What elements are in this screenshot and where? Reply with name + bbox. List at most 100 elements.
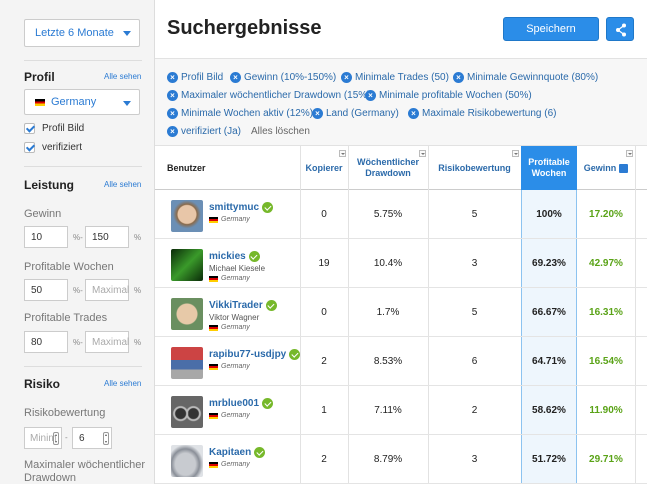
- column-header-label: Drawdown: [365, 168, 411, 178]
- copiers-cell: 0: [321, 209, 327, 220]
- table-row[interactable]: mrblue001 Germany 1 7.11% 2 58.62% 11.90%: [155, 386, 647, 435]
- filter-chip[interactable]: × Land (Germany): [312, 108, 399, 119]
- remove-filter-icon[interactable]: ×: [341, 72, 352, 83]
- remove-filter-icon[interactable]: ×: [365, 90, 376, 101]
- gain-max-input[interactable]: 150: [85, 226, 129, 248]
- avatar[interactable]: [171, 298, 203, 330]
- username-link[interactable]: mrblue001: [209, 398, 274, 409]
- remove-filter-icon[interactable]: ×: [453, 72, 464, 83]
- verified-badge-icon: [254, 447, 266, 458]
- username-link[interactable]: rapibu77-usdjpy: [209, 349, 301, 360]
- avatar[interactable]: [171, 445, 203, 477]
- gain-label: Gewinn: [24, 208, 62, 220]
- verified-badge-icon: [265, 300, 277, 311]
- divider: [24, 60, 142, 61]
- username-link[interactable]: VikkiTrader: [209, 300, 277, 311]
- filter-chip[interactable]: × Profil Bild: [167, 72, 223, 83]
- column-header-gain[interactable]: Gewinn: [577, 146, 635, 190]
- share-button[interactable]: [606, 17, 634, 41]
- risk-see-all-link[interactable]: Alle sehen: [104, 379, 142, 388]
- drawdown-cell: 10.4%: [373, 258, 403, 269]
- username: smittymuc: [209, 202, 260, 213]
- gain-cell: 11.90%: [589, 405, 623, 416]
- chevron-down-icon: [123, 101, 131, 106]
- filter-chip-label: Minimale profitable Wochen (50%): [379, 90, 532, 101]
- drawdown-cell: 7.11%: [374, 405, 402, 416]
- country-select[interactable]: Germany: [24, 89, 140, 115]
- performance-section-title: Leistung: [24, 178, 74, 192]
- filter-chip[interactable]: × Maximale Risikobewertung (6): [408, 108, 557, 119]
- trades-min-input[interactable]: 80: [24, 331, 68, 353]
- remove-filter-icon[interactable]: ×: [167, 72, 178, 83]
- filter-chip[interactable]: × Maximaler wöchentlicher Drawdown (15%): [167, 90, 371, 101]
- save-button[interactable]: Speichern: [503, 17, 599, 41]
- table-row[interactable]: rapibu77-usdjpy Germany 2 8.53% 6 64.71% 16.54…: [155, 337, 647, 386]
- drawdown-cell: 8.79%: [373, 454, 403, 465]
- filter-chip[interactable]: × Gewinn (10%-150%): [230, 72, 336, 83]
- profile-see-all-link[interactable]: Alle sehen: [104, 72, 142, 81]
- period-select[interactable]: Letzte 6 Monate: [24, 19, 140, 47]
- column-header-copiers[interactable]: Kopierer: [300, 146, 348, 190]
- weeks-min-input[interactable]: 50: [24, 279, 68, 301]
- avatar[interactable]: [171, 249, 203, 281]
- column-header-risk[interactable]: Risikobewertung: [428, 146, 521, 190]
- column-header-profitable-weeks[interactable]: Profitable Wochen: [521, 146, 577, 190]
- sort-dropdown-icon[interactable]: [512, 150, 519, 157]
- risk-min-stepper[interactable]: Minim: [24, 427, 62, 449]
- sort-dropdown-icon[interactable]: [339, 150, 346, 157]
- filter-chip[interactable]: × verifiziert (Ja): [167, 126, 241, 137]
- risk-cell: 2: [471, 405, 478, 416]
- filter-chip[interactable]: × Minimale Trades (50): [341, 72, 449, 83]
- remove-filter-icon[interactable]: ×: [167, 90, 178, 101]
- info-icon[interactable]: [619, 163, 629, 173]
- remove-filter-icon[interactable]: ×: [167, 126, 178, 137]
- stepper-arrows-icon[interactable]: [103, 432, 109, 445]
- verified-checkbox[interactable]: verifiziert: [24, 142, 82, 153]
- table-row[interactable]: Kapitaen Germany 2 8.79% 3 51.72% 29.71%: [155, 435, 647, 484]
- remove-filter-icon[interactable]: ×: [230, 72, 241, 83]
- profitable-weeks-cell: 69.23%: [532, 258, 566, 269]
- username-link[interactable]: Kapitaen: [209, 447, 266, 458]
- trades-max-input[interactable]: Maximal: [85, 331, 129, 353]
- column-header-drawdown[interactable]: Wöchentlicher Drawdown: [348, 146, 428, 190]
- sort-dropdown-icon[interactable]: [626, 150, 633, 157]
- risk-range-separator: -: [65, 433, 68, 442]
- username-link[interactable]: smittymuc: [209, 202, 274, 213]
- performance-see-all-link[interactable]: Alle sehen: [104, 180, 142, 189]
- germany-flag-icon: [209, 461, 218, 468]
- trades-max-unit: %: [134, 338, 142, 347]
- profile-picture-checkbox[interactable]: Profil Bild: [24, 123, 84, 134]
- avatar[interactable]: [171, 347, 203, 379]
- gain-min-input[interactable]: 10: [24, 226, 68, 248]
- risk-max-stepper[interactable]: 6: [72, 427, 112, 449]
- clear-all-filters-link[interactable]: Alles löschen: [251, 126, 310, 137]
- active-filters: × Profil Bild × Gewinn (10%-150%) × Minimal…: [155, 58, 647, 146]
- avatar[interactable]: [171, 200, 203, 232]
- filter-chip[interactable]: × Minimale Wochen aktiv (12%): [167, 108, 313, 119]
- username: VikkiTrader: [209, 300, 263, 311]
- verified-badge-icon: [262, 202, 274, 213]
- divider: [24, 366, 142, 367]
- table-row[interactable]: smittymuc Germany 0 5.75% 5 100% 17.20%: [155, 190, 647, 239]
- avatar[interactable]: [171, 396, 203, 428]
- column-header-label: Profitable: [528, 157, 570, 167]
- germany-flag-icon: [209, 216, 218, 223]
- username-link[interactable]: mickies: [209, 251, 260, 262]
- stepper-arrows-icon[interactable]: [53, 432, 59, 445]
- country-name: Germany: [221, 363, 250, 370]
- filter-chip[interactable]: × Minimale profitable Wochen (50%): [365, 90, 532, 101]
- table-row[interactable]: mickies Michael Kiesele Germany 19 10.4% 3 69.…: [155, 239, 647, 288]
- sort-dropdown-icon[interactable]: [419, 150, 426, 157]
- weeks-max-input[interactable]: Maximal: [85, 279, 129, 301]
- table-header: Benutzer Kopierer Wöchentlicher Drawdown …: [155, 146, 647, 190]
- active-sort-column: [521, 190, 577, 484]
- weeks-max-unit: %: [134, 286, 142, 295]
- column-header-user[interactable]: Benutzer: [155, 146, 300, 190]
- table-row[interactable]: VikkiTrader Viktor Wagner Germany 0 1.7% 5 66.…: [155, 288, 647, 337]
- profitable-weeks-cell: 66.67%: [532, 307, 566, 318]
- copiers-cell: 2: [321, 356, 327, 367]
- filter-chip[interactable]: × Minimale Gewinnquote (80%): [453, 72, 598, 83]
- remove-filter-icon[interactable]: ×: [167, 108, 178, 119]
- remove-filter-icon[interactable]: ×: [312, 108, 323, 119]
- remove-filter-icon[interactable]: ×: [408, 108, 419, 119]
